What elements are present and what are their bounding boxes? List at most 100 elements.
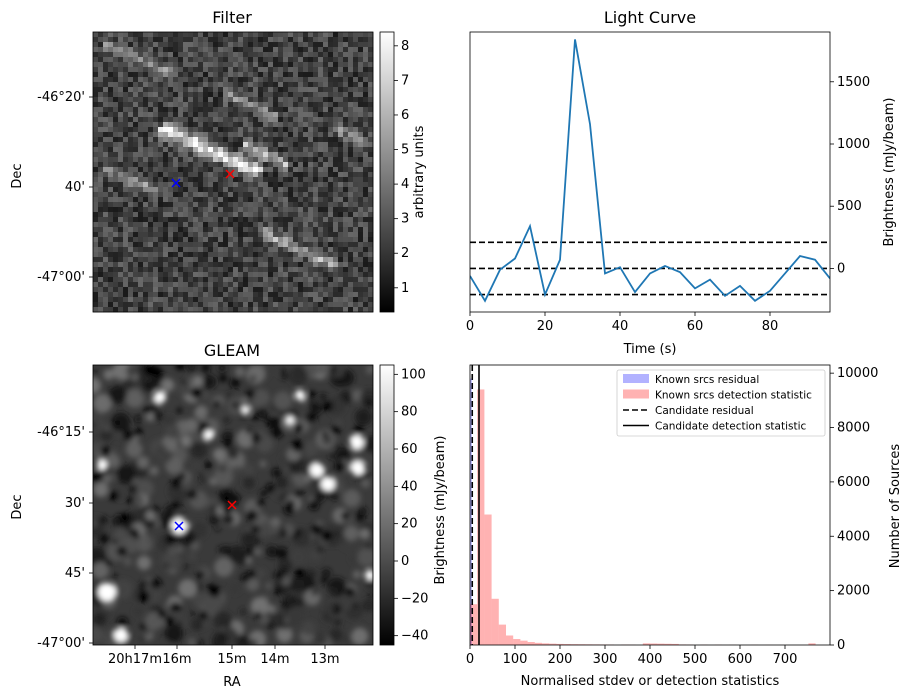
filter-pixel: [193, 257, 199, 263]
filter-pixel: [288, 137, 294, 143]
filter-pixel: [108, 92, 114, 98]
filter-pixel: [293, 247, 299, 253]
filter-pixel: [348, 212, 354, 218]
filter-pixel: [303, 297, 309, 303]
filter-pixel: [123, 117, 129, 123]
filter-pixel: [353, 307, 359, 313]
filter-pixel: [163, 102, 169, 108]
gleam-blob: [235, 634, 251, 645]
filter-pixel: [313, 292, 319, 298]
filter-pixel: [198, 112, 204, 118]
filter-pixel: [283, 32, 289, 38]
filter-pixel: [93, 97, 99, 103]
filter-pixel: [143, 112, 149, 118]
filter-pixel: [268, 32, 274, 38]
filter-pixel: [328, 297, 334, 303]
filter-pixel: [343, 162, 349, 168]
filter-pixel: [298, 232, 304, 238]
gleam-blob: [173, 509, 184, 519]
filter-pixel: [218, 32, 224, 38]
filter-pixel: [153, 272, 159, 278]
filter-pixel: [258, 182, 264, 188]
filter-pixel: [123, 227, 129, 233]
filter-pixel: [263, 277, 269, 283]
filter-pixel: [338, 107, 344, 113]
filter-pixel: [338, 82, 344, 88]
filter-pixel: [198, 172, 204, 178]
filter-pixel: [218, 87, 224, 93]
filter-pixel: [313, 207, 319, 213]
filter-pixel: [268, 92, 274, 98]
filter-pixel: [178, 122, 184, 128]
filter-pixel: [148, 52, 154, 58]
filter-pixel: [98, 187, 104, 193]
filter-pixel: [133, 262, 139, 268]
filter-pixel: [348, 247, 354, 253]
filter-pixel: [143, 57, 149, 63]
filter-pixel: [358, 282, 364, 288]
filter-pixel: [113, 272, 119, 278]
filter-pixel: [123, 192, 129, 198]
filter-pixel: [218, 297, 224, 303]
filter-pixel: [148, 117, 154, 123]
filter-pixel: [173, 292, 179, 298]
filter-pixel: [223, 212, 229, 218]
filter-pixel: [303, 267, 309, 273]
filter-pixel: [148, 147, 154, 153]
filter-pixel: [363, 212, 369, 218]
filter-pixel: [158, 147, 164, 153]
filter-pixel: [328, 132, 334, 138]
gleam-blob: [116, 464, 136, 485]
filter-pixel: [323, 82, 329, 88]
filter-pixel: [113, 307, 119, 313]
filter-pixel: [93, 217, 99, 223]
filter-pixel: [103, 87, 109, 93]
filter-pixel: [268, 107, 274, 113]
filter-pixel: [313, 307, 319, 313]
filter-pixel: [93, 102, 99, 108]
filter-pixel: [353, 197, 359, 203]
filter-pixel: [133, 187, 139, 193]
filter-pixel: [353, 67, 359, 73]
filter-pixel: [118, 207, 124, 213]
filter-pixel: [243, 142, 249, 148]
filter-colorbar-label: 1: [401, 281, 409, 296]
filter-pixel: [93, 92, 99, 98]
filter-pixel: [188, 192, 194, 198]
filter-pixel: [288, 257, 294, 263]
filter-pixel: [268, 277, 274, 283]
filter-pixel: [128, 237, 134, 243]
filter-pixel: [273, 272, 279, 278]
gleam-dark-blob: [143, 505, 149, 511]
filter-pixel: [178, 42, 184, 48]
filter-pixel: [143, 232, 149, 238]
filter-pixel: [303, 257, 309, 263]
filter-pixel: [128, 212, 134, 218]
filter-pixel: [288, 152, 294, 158]
filter-pixel: [218, 182, 224, 188]
filter-pixel: [343, 267, 349, 273]
filter-pixel: [233, 97, 239, 103]
filter-pixel: [108, 297, 114, 303]
filter-pixel: [178, 287, 184, 293]
filter-pixel: [243, 262, 249, 268]
filter-pixel: [258, 157, 264, 163]
filter-pixel: [113, 282, 119, 288]
gleam-blob: [191, 375, 204, 388]
filter-pixel: [203, 222, 209, 228]
filter-pixel: [243, 47, 249, 53]
filter-pixel: [303, 197, 309, 203]
filter-pixel: [248, 127, 254, 133]
filter-pixel: [273, 107, 279, 113]
filter-pixel: [168, 267, 174, 273]
filter-pixel: [248, 47, 254, 53]
filter-pixel: [298, 272, 304, 278]
filter-pixel: [168, 167, 174, 173]
filter-pixel: [158, 132, 164, 138]
filter-pixel: [123, 307, 129, 313]
filter-pixel: [248, 267, 254, 273]
filter-pixel: [123, 242, 129, 248]
filter-pixel: [173, 122, 179, 128]
filter-pixel: [328, 137, 334, 143]
filter-pixel: [158, 112, 164, 118]
